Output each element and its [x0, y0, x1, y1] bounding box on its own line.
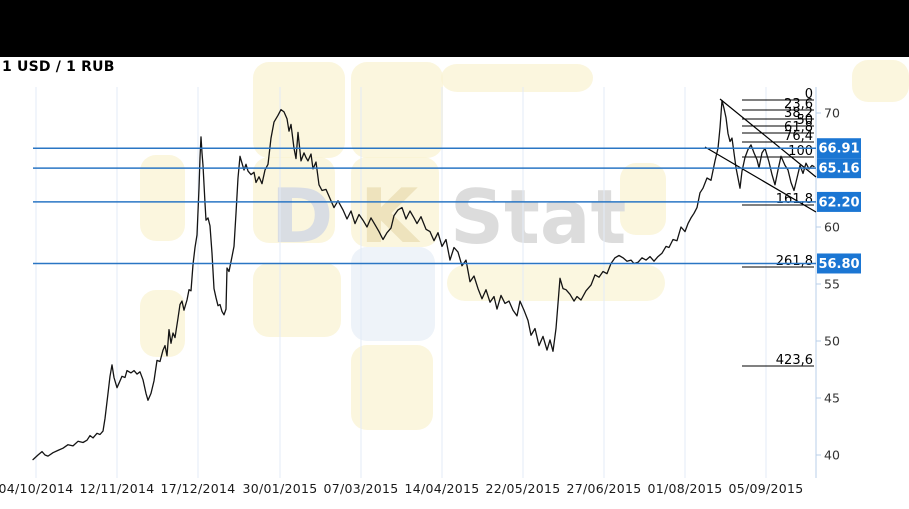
- price-label-box: [817, 253, 861, 274]
- fib-label: 50: [796, 113, 813, 128]
- x-tick-label: 04/10/2014: [0, 481, 74, 496]
- y-tick-label: 60: [824, 220, 840, 235]
- x-tick-label: 30/01/2015: [242, 481, 317, 496]
- price-label-text: 65.16: [818, 162, 859, 177]
- watermark-tile: [140, 155, 185, 241]
- x-tick-label: 17/12/2014: [160, 481, 235, 496]
- watermark-tile: [620, 163, 666, 235]
- watermark-tile: [351, 345, 433, 430]
- fib-label: 0: [805, 87, 813, 102]
- watermark-tile: [140, 290, 185, 357]
- fib-label: 38,2: [784, 106, 813, 121]
- top-banner: [0, 0, 909, 57]
- y-tick-label: 55: [824, 277, 840, 292]
- x-tick-label: 22/05/2015: [485, 481, 560, 496]
- watermark-tile: [852, 60, 909, 102]
- watermark-tile: [351, 62, 443, 158]
- watermark-text-stat: Stat: [450, 173, 626, 261]
- fib-label: 423,6: [776, 353, 813, 368]
- price-label-box: [817, 191, 861, 212]
- fib-label: 76,4: [784, 129, 813, 144]
- x-tick-label: 05/09/2015: [728, 481, 803, 496]
- watermark-tile: [253, 157, 335, 243]
- watermark-tile: [253, 62, 345, 158]
- fib-label: 261,8: [776, 254, 813, 269]
- y-tick-label: 70: [824, 106, 840, 121]
- x-tick-label: 07/03/2015: [323, 481, 398, 496]
- watermark-bar: [447, 265, 665, 301]
- fib-label: 23,6: [784, 97, 813, 112]
- trend-line: [719, 98, 817, 178]
- page-title: 1 USD / 1 RUB: [2, 59, 115, 75]
- price-label-text: 56.80: [818, 257, 859, 272]
- x-tick-label: 27/06/2015: [566, 481, 641, 496]
- y-tick-label: 45: [824, 391, 840, 406]
- watermark-tile: [253, 263, 341, 337]
- watermark-letter-d: D: [271, 172, 333, 260]
- price-label-box: [817, 138, 861, 159]
- watermark-tile: [441, 64, 593, 92]
- price-label-text: 62.20: [818, 195, 859, 210]
- price-label-text: 66.91: [818, 142, 859, 157]
- x-tick-label: 12/11/2014: [79, 481, 154, 496]
- x-tick-label: 01/08/2015: [647, 481, 722, 496]
- watermark-tile: [351, 247, 435, 341]
- y-tick-label: 50: [824, 334, 840, 349]
- trend-line: [704, 146, 817, 213]
- y-tick-label: 40: [824, 448, 840, 463]
- watermark-letter-k: K: [360, 172, 421, 260]
- fib-label: 61,8: [784, 120, 813, 135]
- x-tick-label: 14/04/2015: [404, 481, 479, 496]
- price-label-box: [817, 158, 861, 179]
